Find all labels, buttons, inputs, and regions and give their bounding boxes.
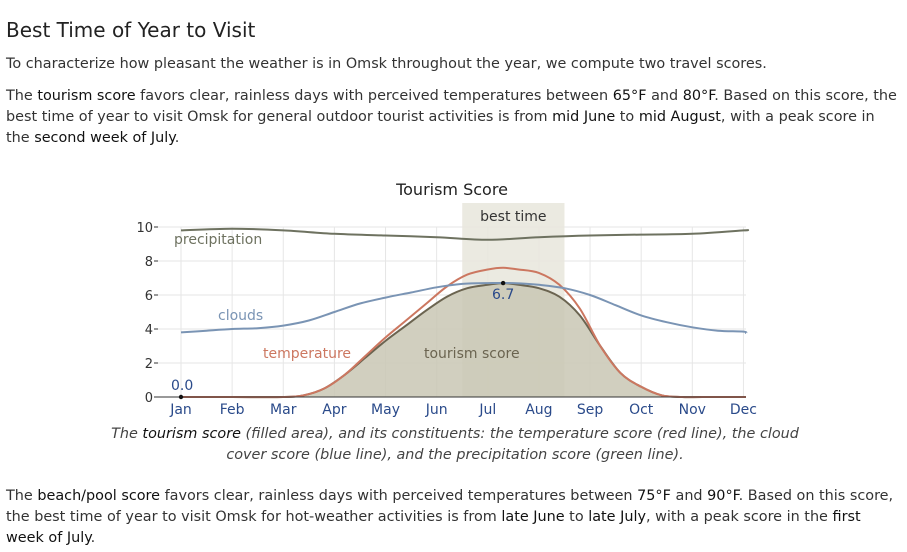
highlight-text: late July: [588, 509, 646, 525]
x-tick-label: Nov: [679, 402, 706, 418]
y-tick-label: 8: [145, 255, 153, 270]
max-value-label: 6.7: [492, 287, 514, 303]
chart-caption: The tourism score (filled area), and its…: [100, 424, 810, 466]
tourism-score-chart: best time Tourism Score 0 2 4 6 8 10 Jan Feb Mar…: [136, 180, 757, 418]
x-tick-label: Dec: [730, 402, 757, 418]
best-time-label: best time: [480, 209, 546, 225]
temperature-line: [180, 266, 746, 399]
y-tick-label: 2: [145, 357, 153, 372]
page-title: Best Time of Year to Visit: [6, 18, 256, 42]
precipitation-label: precipitation: [174, 232, 262, 248]
text: The: [6, 488, 38, 504]
y-tick-label: 10: [136, 221, 153, 236]
x-tick-label: Oct: [629, 402, 654, 418]
x-tick-label: Apr: [322, 402, 346, 418]
max-marker: [500, 280, 506, 286]
tourism-score-label: tourism score: [424, 346, 520, 362]
intro-paragraph: To characterize how pleasant the weather…: [6, 56, 767, 72]
clouds-line: [180, 281, 748, 335]
min-value-label: 0.0: [171, 378, 193, 394]
text: to: [564, 509, 589, 525]
text: . Based on this score, the best time of …: [6, 88, 897, 125]
highlight-text: mid August: [638, 109, 721, 125]
tourism-score-area: [181, 283, 746, 398]
temperature-label: temperature: [263, 346, 351, 362]
x-tick-label: Jan: [169, 402, 192, 418]
y-tick-label: 6: [145, 289, 153, 304]
highlight-text: tourism score: [37, 88, 136, 104]
highlight-text: 90°F: [707, 488, 739, 504]
text: to: [615, 109, 639, 125]
text: . Based on this score, the best time of …: [6, 488, 894, 525]
text: .: [90, 530, 96, 546]
text: favors clear, rainless days with perceiv…: [135, 88, 613, 104]
precipitation-line: [180, 227, 750, 241]
highlight-text: tourism score: [142, 426, 241, 442]
y-tick-label: 0: [145, 391, 153, 406]
highlight-text: second week of July: [34, 130, 175, 146]
highlight-text: beach/pool score: [37, 488, 161, 504]
text: The: [6, 88, 38, 104]
y-tick-label: 4: [145, 323, 153, 338]
x-tick-label: Sep: [577, 402, 604, 418]
highlight-text: 65°F: [612, 88, 647, 104]
beach-paragraph: The beach/pool score favors clear, rainl…: [6, 486, 901, 549]
x-tick-label: Jun: [425, 402, 448, 418]
text: , with a peak score in the: [646, 509, 833, 525]
text: favors clear, rainless days with perceiv…: [160, 488, 638, 504]
highlight-text: late June: [501, 509, 565, 525]
tourism-paragraph: The tourism score favors clear, rainless…: [6, 86, 901, 149]
highlight-text: first week of July: [6, 509, 861, 546]
min-marker: [178, 394, 184, 400]
text: and: [646, 88, 683, 104]
x-tick-label: Aug: [525, 402, 552, 418]
text: (filled area), and its constituents: the…: [226, 426, 799, 463]
x-tick-label: Jul: [478, 402, 496, 418]
x-tick-label: May: [371, 402, 400, 418]
text: .: [174, 130, 180, 146]
highlight-text: 80°F: [682, 88, 715, 104]
highlight-text: mid June: [552, 109, 616, 125]
clouds-label: clouds: [218, 308, 263, 324]
x-tick-label: Feb: [220, 402, 245, 418]
text: and: [670, 488, 708, 504]
highlight-text: 75°F: [637, 488, 671, 504]
x-tick-label: Mar: [270, 402, 297, 418]
text: The: [111, 426, 143, 442]
text: , with a peak score in the: [6, 109, 875, 146]
chart-title: Tourism Score: [395, 180, 508, 199]
